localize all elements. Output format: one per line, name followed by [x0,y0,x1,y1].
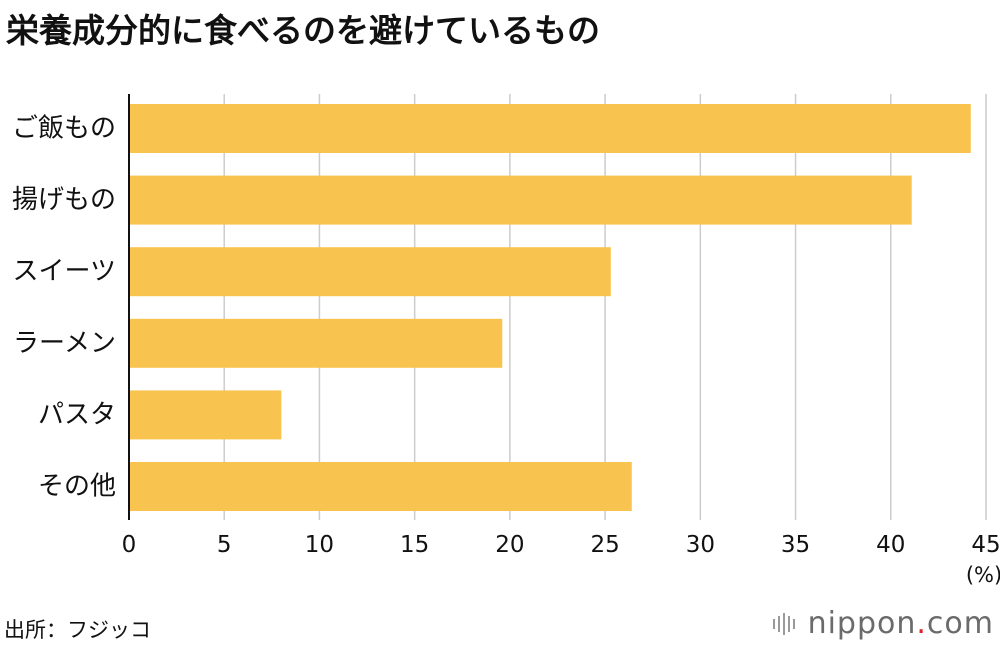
x-tick-label: 0 [122,532,137,558]
x-tick-label: 20 [495,532,524,558]
bar [129,175,912,225]
category-label: その他 [38,472,116,502]
category-label: スイーツ [13,257,116,287]
x-tick-label: 10 [305,532,334,558]
source-note: 出所：フジッコ [4,618,151,642]
x-tick-label: 45 [971,532,1000,558]
category-label: ご飯もの [12,114,116,144]
x-tick-label: 40 [876,532,905,558]
x-axis-unit: (%) [966,563,1000,587]
x-tick-label: 30 [686,532,715,558]
chart-title: 栄養成分的に食べるのを避けているもの [6,11,600,50]
bar [129,390,282,440]
category-label: 揚げもの [12,185,116,215]
brand-mark-icon [772,612,798,635]
brand-suffix: com [926,606,994,641]
bar [129,462,632,511]
x-tick-label: 35 [781,532,810,558]
bar [129,247,611,297]
x-tick-label: 5 [217,532,232,558]
brand-logo: nippon. com [772,606,994,641]
bar [129,318,503,368]
category-label: パスタ [38,400,116,430]
bar [129,104,971,153]
brand-dot: . [916,606,927,641]
brand-name: nippon [807,606,917,641]
x-tick-label: 15 [400,532,429,558]
x-tick-label: 25 [590,532,619,558]
category-label: ラーメン [13,328,116,358]
